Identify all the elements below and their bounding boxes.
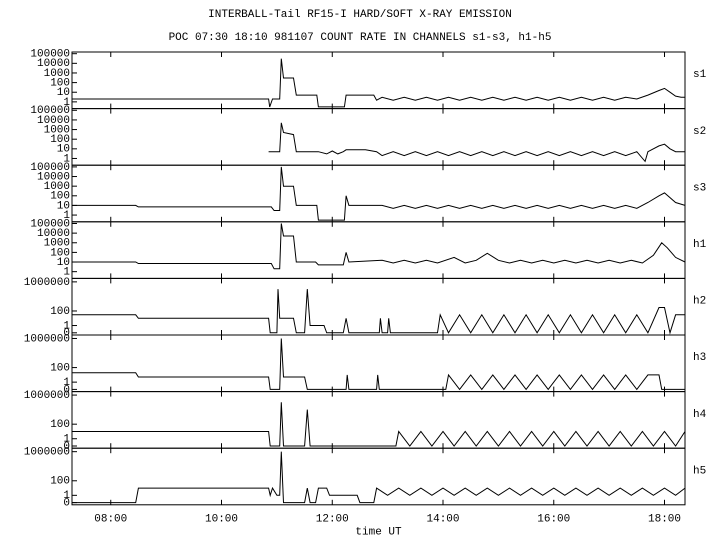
panel-label: h4	[693, 409, 707, 421]
series-line	[268, 122, 685, 163]
x-tick-label: 18:00	[648, 514, 681, 526]
y-tick-label: 100	[50, 78, 70, 90]
panel-frame	[71, 277, 686, 336]
y-tick-label: 100	[50, 476, 70, 488]
y-tick-label: 1000000	[24, 447, 70, 459]
panel-frame	[71, 164, 686, 223]
y-tick-label: 10	[57, 200, 70, 212]
y-tick-label: 100	[50, 134, 70, 146]
series-line	[72, 58, 685, 108]
y-tick-label: 1	[63, 210, 70, 222]
x-tick-label: 10:00	[205, 514, 238, 526]
y-tick-label: 100	[50, 191, 70, 203]
y-tick-label: 1	[63, 377, 70, 389]
y-tick-label: 100000	[30, 162, 70, 174]
y-tick-label: 10000	[37, 228, 70, 240]
series-line	[72, 223, 686, 270]
y-tick-label: 0	[63, 384, 70, 396]
panel-label: h2	[693, 296, 706, 308]
series-line	[72, 451, 686, 504]
panel-label: h3	[693, 352, 706, 364]
x-tick-label: 16:00	[537, 514, 570, 526]
x-tick-label: 08:00	[94, 514, 127, 526]
panel-frame	[71, 221, 686, 279]
chart-title: INTERBALL-Tail RF15-I HARD/SOFT X-RAY EM…	[208, 9, 512, 21]
x-tick-label: 14:00	[427, 514, 460, 526]
y-tick-label: 0	[63, 498, 70, 510]
y-tick-label: 1	[63, 434, 70, 446]
series-line	[72, 289, 685, 335]
y-tick-label: 1	[63, 153, 70, 165]
panel-label: h5	[693, 465, 706, 477]
y-tick-label: 100	[50, 306, 70, 318]
panel-label: h1	[693, 239, 707, 251]
series-line	[72, 402, 686, 447]
y-tick-label: 1	[63, 490, 70, 502]
chart-subtitle: POC 07:30 18:10 981107 COUNT RATE IN CHA…	[169, 32, 552, 44]
y-tick-label: 1000000	[24, 333, 70, 345]
y-tick-label: 100000	[30, 218, 70, 230]
y-tick-label: 1000000	[24, 277, 70, 289]
y-tick-label: 0	[63, 328, 70, 340]
y-tick-label: 10000	[37, 115, 70, 127]
panel-frame	[71, 447, 686, 506]
y-tick-label: 10	[57, 87, 70, 99]
series-line	[72, 166, 686, 221]
y-tick-label: 10	[57, 257, 70, 269]
y-tick-label: 1	[63, 97, 70, 109]
y-tick-label: 100000	[30, 105, 70, 117]
y-tick-label: 10000	[37, 171, 70, 183]
y-tick-label: 1	[63, 320, 70, 332]
y-tick-label: 100	[50, 419, 70, 431]
panel-frame	[71, 108, 686, 166]
x-tick-label: 12:00	[316, 514, 349, 526]
y-tick-label: 1	[63, 267, 70, 279]
y-tick-label: 10	[57, 144, 70, 156]
y-tick-label: 1000	[44, 124, 70, 136]
y-tick-label: 100	[50, 362, 70, 374]
y-tick-label: 1000000	[24, 390, 70, 402]
panel-frame	[71, 391, 686, 449]
y-tick-label: 0	[63, 441, 70, 453]
y-tick-label: 1000	[44, 181, 70, 193]
y-tick-label: 10000	[37, 58, 70, 70]
panel-label: s3	[693, 182, 706, 194]
panel-label: s2	[693, 126, 706, 138]
y-tick-label: 100000	[30, 49, 70, 61]
x-axis-label: time UT	[355, 527, 402, 539]
y-tick-label: 100	[50, 247, 70, 259]
y-tick-label: 1000	[44, 68, 70, 80]
panel-label: s1	[693, 69, 707, 81]
y-tick-label: 1000	[44, 238, 70, 250]
series-line	[72, 338, 685, 391]
